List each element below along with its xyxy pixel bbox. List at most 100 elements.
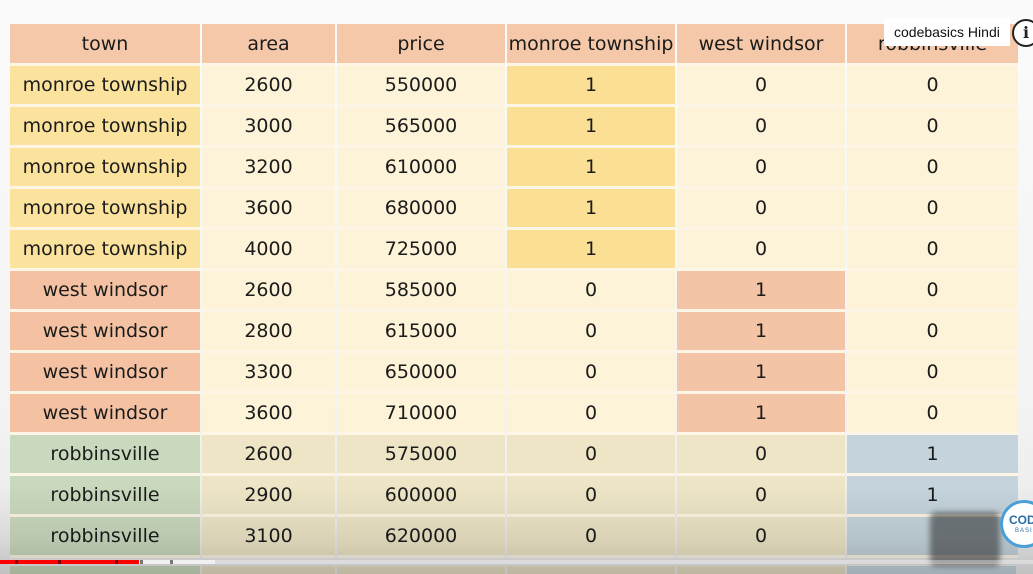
header-monroe-township: monroe township [507,24,675,66]
cell-area: 2600 [202,271,335,312]
logo-text: COD [1009,513,1033,527]
cell-area: 3600 [202,189,335,230]
table-row: monroe township 3600 680000 1 0 0 [10,189,1018,230]
cell-west-windsor: 0 [677,66,845,107]
header-town: town [10,24,200,66]
chapter-marker [58,560,61,564]
table-row: robbinsville 3100 620000 0 0 [10,517,1018,558]
chapter-marker [115,560,118,564]
cell-price: 575000 [337,435,505,476]
cell-monroe-township: 0 [507,435,675,476]
cell-robbinsville: 0 [847,312,1018,353]
chapter-marker [170,560,173,564]
cell-town: monroe township [10,107,200,148]
cell-price: 725000 [337,230,505,271]
chapter-marker [140,560,143,564]
cell-robbinsville: 0 [847,148,1018,189]
cell-price: 615000 [337,312,505,353]
cell-area: 2600 [202,66,335,107]
cell-west-windsor: 0 [677,148,845,189]
cell-area: 2600 [202,435,335,476]
cell-robbinsville: 0 [847,66,1018,107]
cell-monroe-township: 1 [507,189,675,230]
video-overlay-shadow [930,512,1000,566]
cell-robbinsville: 1 [847,476,1018,517]
cell-west-windsor: 1 [677,353,845,394]
cell-town: west windsor [10,312,200,353]
table-row: west windsor 2600 585000 0 1 0 [10,271,1018,312]
cell-town: monroe township [10,66,200,107]
header-area: area [202,24,335,66]
table-row: monroe township 3200 610000 1 0 0 [10,148,1018,189]
video-progress-bar[interactable] [0,560,1033,564]
cell-price: 550000 [337,66,505,107]
channel-watermark[interactable]: codebasics Hindi [884,18,1010,46]
cell-town: robbinsville [10,476,200,517]
cell-town: robbinsville [10,435,200,476]
table-body: monroe township 2600 550000 1 0 0 monroe towns… [10,66,1018,558]
table-row: robbinsville 2900 600000 0 0 1 [10,476,1018,517]
cell-west-windsor: 0 [677,189,845,230]
partially-visible-row [10,566,1016,574]
cell-west-windsor: 0 [677,107,845,148]
cell-price: 680000 [337,189,505,230]
cell-area: 3200 [202,148,335,189]
table-row: west windsor 3300 650000 0 1 0 [10,353,1018,394]
cell-town: monroe township [10,230,200,271]
cell-robbinsville: 0 [847,230,1018,271]
table-row: west windsor 3600 710000 0 1 0 [10,394,1018,435]
cell-monroe-township: 0 [507,312,675,353]
cell-town: robbinsville [10,517,200,558]
cell-robbinsville: 0 [847,107,1018,148]
cell-price: 610000 [337,148,505,189]
header-price: price [337,24,505,66]
cell-town: west windsor [10,394,200,435]
cell-town: west windsor [10,353,200,394]
cell-monroe-township: 0 [507,271,675,312]
cell-west-windsor: 0 [677,476,845,517]
cell-area: 2800 [202,312,335,353]
cell-price: 710000 [337,394,505,435]
cell-area: 2900 [202,476,335,517]
cell-west-windsor: 1 [677,394,845,435]
cell-west-windsor: 0 [677,435,845,476]
channel-logo[interactable]: COD BASI [1000,500,1033,548]
cell-robbinsville: 0 [847,394,1018,435]
cell-price: 600000 [337,476,505,517]
logo-subtext: BASI [1015,528,1033,534]
table-row: monroe township 2600 550000 1 0 0 [10,66,1018,107]
cell-area: 3000 [202,107,335,148]
cell-town: monroe township [10,189,200,230]
cell-monroe-township: 0 [507,394,675,435]
one-hot-encoding-table: town area price monroe township west win… [8,24,1020,558]
table-row: monroe township 3000 565000 1 0 0 [10,107,1018,148]
cell-west-windsor: 0 [677,230,845,271]
cell-monroe-township: 0 [507,353,675,394]
one-hot-table-container: town area price monroe township west win… [10,24,1018,558]
cell-robbinsville: 0 [847,353,1018,394]
cell-monroe-township: 1 [507,66,675,107]
table-row: west windsor 2800 615000 0 1 0 [10,312,1018,353]
cell-area: 3300 [202,353,335,394]
table-row: monroe township 4000 725000 1 0 0 [10,230,1018,271]
cell-monroe-township: 1 [507,148,675,189]
table-row: robbinsville 2600 575000 0 0 1 [10,435,1018,476]
cell-west-windsor: 0 [677,517,845,558]
cell-town: monroe township [10,148,200,189]
cell-robbinsville: 0 [847,189,1018,230]
cell-monroe-township: 1 [507,107,675,148]
cell-west-windsor: 1 [677,271,845,312]
header-west-windsor: west windsor [677,24,845,66]
cell-price: 585000 [337,271,505,312]
cell-robbinsville: 0 [847,271,1018,312]
cell-robbinsville: 1 [847,435,1018,476]
progress-played [0,560,140,564]
cell-west-windsor: 1 [677,312,845,353]
cell-monroe-township: 0 [507,476,675,517]
cell-area: 3100 [202,517,335,558]
chapter-marker [15,560,18,564]
cell-price: 620000 [337,517,505,558]
cell-area: 3600 [202,394,335,435]
cell-monroe-township: 1 [507,230,675,271]
info-icon[interactable]: i [1012,19,1033,47]
